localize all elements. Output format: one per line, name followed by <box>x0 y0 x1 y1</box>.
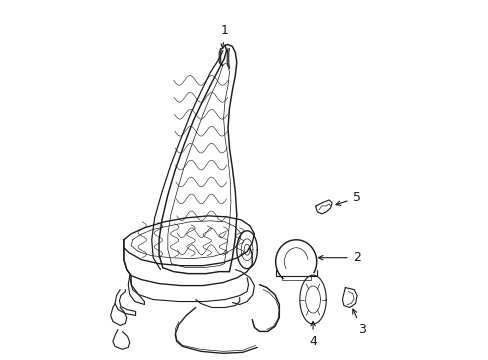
Text: 3: 3 <box>352 309 366 336</box>
Text: 4: 4 <box>308 321 316 348</box>
Text: 5: 5 <box>335 192 360 206</box>
Text: 1: 1 <box>221 24 228 49</box>
Text: 2: 2 <box>318 251 360 264</box>
